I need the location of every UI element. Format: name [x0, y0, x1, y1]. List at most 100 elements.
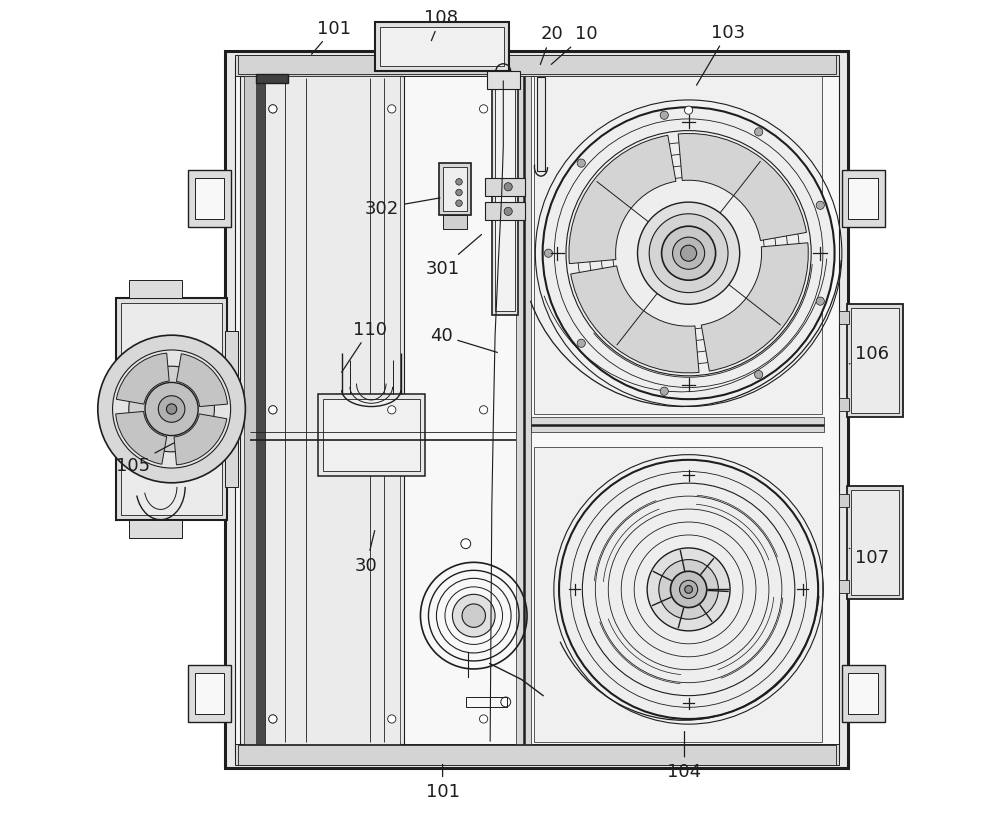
Circle shape: [388, 715, 396, 723]
Circle shape: [577, 160, 585, 168]
Bar: [443, 216, 467, 229]
Bar: [256, 77, 265, 744]
Circle shape: [662, 227, 716, 281]
Text: 108: 108: [424, 9, 458, 42]
Bar: [847, 486, 903, 600]
Bar: [438, 164, 471, 216]
Bar: [537, 78, 545, 172]
Circle shape: [480, 106, 488, 114]
Wedge shape: [571, 266, 699, 373]
Circle shape: [269, 715, 277, 723]
Bar: [188, 665, 231, 722]
Text: 101: 101: [426, 764, 460, 800]
Circle shape: [269, 406, 277, 414]
Circle shape: [559, 460, 818, 719]
Circle shape: [388, 106, 396, 114]
Circle shape: [501, 697, 511, 707]
Circle shape: [269, 715, 277, 723]
Circle shape: [166, 405, 177, 414]
Circle shape: [638, 203, 740, 305]
Bar: [485, 179, 525, 197]
Bar: [842, 665, 885, 722]
Bar: [121, 304, 222, 515]
Circle shape: [158, 396, 185, 423]
Circle shape: [145, 383, 198, 436]
Bar: [225, 332, 238, 487]
Circle shape: [98, 336, 245, 483]
Bar: [238, 745, 836, 765]
Circle shape: [684, 107, 693, 115]
Circle shape: [456, 179, 462, 186]
Bar: [188, 170, 231, 228]
Circle shape: [660, 112, 668, 120]
Circle shape: [685, 586, 692, 594]
Text: 40: 40: [430, 327, 497, 353]
Bar: [265, 77, 400, 744]
Bar: [116, 299, 227, 520]
Bar: [847, 305, 903, 418]
Bar: [443, 168, 467, 212]
Bar: [238, 56, 836, 75]
Circle shape: [647, 548, 730, 631]
Text: 106: 106: [849, 345, 889, 364]
Circle shape: [659, 560, 718, 619]
Circle shape: [452, 595, 495, 637]
Wedge shape: [701, 243, 808, 372]
Bar: [244, 77, 257, 744]
Text: 110: 110: [342, 320, 387, 373]
Circle shape: [816, 202, 824, 210]
Circle shape: [480, 406, 488, 414]
Bar: [240, 77, 404, 744]
Circle shape: [544, 250, 553, 258]
Bar: [225, 52, 848, 768]
Circle shape: [670, 572, 707, 608]
Circle shape: [269, 106, 277, 114]
Text: 107: 107: [849, 548, 889, 566]
Bar: [839, 495, 848, 508]
Circle shape: [649, 215, 728, 293]
Circle shape: [681, 246, 697, 262]
Bar: [235, 744, 839, 765]
Circle shape: [660, 387, 668, 396]
Bar: [851, 309, 899, 414]
Wedge shape: [116, 354, 169, 405]
Bar: [375, 23, 509, 72]
Circle shape: [816, 297, 824, 305]
Text: 105: 105: [116, 444, 174, 474]
Circle shape: [456, 190, 462, 197]
Circle shape: [680, 581, 698, 599]
Bar: [534, 77, 822, 414]
Bar: [848, 179, 878, 219]
Bar: [839, 398, 848, 411]
Wedge shape: [678, 134, 806, 242]
Circle shape: [755, 371, 763, 379]
Text: 301: 301: [426, 235, 481, 278]
Bar: [256, 75, 288, 84]
Bar: [534, 447, 822, 742]
Bar: [129, 281, 182, 299]
Text: 103: 103: [697, 24, 745, 86]
Bar: [466, 698, 507, 708]
Bar: [235, 56, 839, 77]
Text: 30: 30: [355, 531, 378, 574]
Circle shape: [480, 715, 488, 723]
Wedge shape: [176, 355, 227, 407]
Circle shape: [755, 129, 763, 137]
Bar: [839, 311, 848, 324]
Circle shape: [269, 106, 277, 114]
Wedge shape: [174, 414, 227, 465]
Circle shape: [543, 108, 835, 400]
Bar: [129, 520, 182, 538]
Circle shape: [504, 183, 512, 192]
Circle shape: [456, 201, 462, 207]
Bar: [195, 179, 224, 219]
Circle shape: [461, 539, 471, 549]
Bar: [487, 72, 520, 90]
Text: 10: 10: [551, 25, 597, 66]
Text: 302: 302: [365, 199, 440, 218]
Circle shape: [673, 238, 705, 270]
Bar: [848, 673, 878, 714]
Circle shape: [269, 406, 277, 414]
Wedge shape: [116, 412, 167, 464]
Text: 20: 20: [540, 25, 563, 66]
